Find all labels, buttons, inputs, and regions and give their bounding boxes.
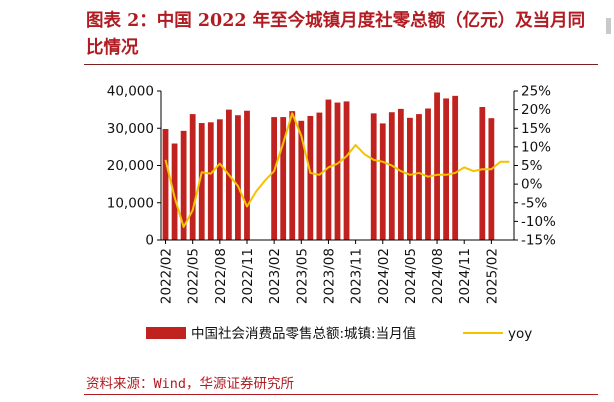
title-divider <box>84 64 598 65</box>
footer-divider <box>84 394 598 395</box>
x-tick-label: 2023/08 <box>321 248 337 304</box>
bar-series <box>162 92 495 241</box>
legend-line-label: yoy <box>508 326 532 342</box>
right-tick-label: -5% <box>521 195 547 211</box>
legend-bar-label: 中国社会消费品零售总额:城镇:当月值 <box>191 326 416 342</box>
x-tick-label: 2024/05 <box>403 248 419 304</box>
left-tick-label: 40,000 <box>107 84 154 100</box>
bar-2024/09 <box>443 98 450 240</box>
right-tick-label: -15% <box>521 233 556 249</box>
bar-2024/08 <box>434 92 440 241</box>
chart: 0 10,000 20,000 30,000 40,000 -15% -10% -5% 0% 5… <box>107 84 556 343</box>
x-tick-label: 2022/11 <box>240 248 256 304</box>
right-tick-label: 10% <box>521 139 551 155</box>
x-axis-ticks: 2022/02 2022/05 2022/08 2022/11 2023/02 2023/… <box>159 240 500 304</box>
bar-2023/02 <box>271 117 278 240</box>
source-note: 资料来源：Wind，华源证券研究所 <box>86 376 295 392</box>
bar-2022/04 <box>180 130 187 240</box>
x-tick-label: 2025/02 <box>484 248 500 304</box>
left-tick-label: 30,000 <box>107 121 154 137</box>
bar-2025/01 <box>479 107 486 241</box>
bar-2024/07 <box>425 108 431 240</box>
bar-2023/06 <box>307 115 314 240</box>
left-tick-label: 10,000 <box>107 195 154 211</box>
x-tick-label: 2024/11 <box>457 248 473 304</box>
x-tick-label: 2024/08 <box>430 248 446 304</box>
line-series <box>164 112 510 228</box>
x-tick-label: 2023/11 <box>349 248 365 304</box>
bar-2022/11 <box>244 110 250 241</box>
bar-2022/05 <box>189 114 196 240</box>
legend: 中国社会消费品零售总额:城镇:当月值 yoy <box>146 326 532 342</box>
x-tick-label: 2022/08 <box>213 248 229 304</box>
right-tick-label: 15% <box>521 121 551 137</box>
bar-2022/10 <box>235 115 241 240</box>
bar-2023/03 <box>280 117 287 240</box>
bar-2022/06 <box>198 123 205 240</box>
left-axis-ticks: 0 10,000 20,000 30,000 40,000 <box>107 84 161 249</box>
left-tick-label: 0 <box>145 233 154 249</box>
bar-2023/09 <box>334 102 341 240</box>
x-tick-label: 2023/02 <box>267 248 283 304</box>
legend-bar-swatch <box>146 327 186 339</box>
x-tick-label: 2022/02 <box>159 248 175 304</box>
bar-2024/06 <box>416 114 422 240</box>
bar-2024/03 <box>388 112 395 240</box>
bar-2022/07 <box>207 122 214 240</box>
bar-2023/07 <box>316 112 323 240</box>
bar-2022/03 <box>171 143 178 240</box>
chart-title: 图表 2：中国 2022 年至今城镇月度社零总额（亿元）及当月同比情况 <box>86 11 586 58</box>
right-tick-label: 25% <box>521 84 551 100</box>
right-axis-ticks: -15% -10% -5% 0% 5% 10% 15% 20% 25% <box>514 84 556 249</box>
x-tick-label: 2022/05 <box>186 248 202 304</box>
bar-2024/02 <box>379 123 386 240</box>
adjacent-panel-edge <box>606 12 614 392</box>
bar-2024/01 <box>370 113 377 240</box>
bar-2023/08 <box>325 99 332 240</box>
right-tick-label: 0% <box>521 177 543 193</box>
bar-2025/02 <box>488 118 495 240</box>
right-tick-label: 5% <box>521 158 543 174</box>
x-tick-label: 2023/05 <box>294 248 310 304</box>
bar-2023/10 <box>343 101 350 241</box>
bar-2022/08 <box>216 119 223 240</box>
bar-2023/05 <box>298 120 305 240</box>
bar-2023/04 <box>289 111 296 241</box>
bar-2024/10 <box>452 95 459 240</box>
x-tick-label: 2024/02 <box>376 248 392 304</box>
right-tick-label: 20% <box>521 102 551 118</box>
right-tick-label: -10% <box>521 214 556 230</box>
bar-2024/04 <box>397 108 404 240</box>
yoy-line <box>164 112 510 228</box>
left-tick-label: 20,000 <box>107 158 154 174</box>
bar-2022/02 <box>162 129 169 240</box>
bar-2024/05 <box>407 117 413 240</box>
